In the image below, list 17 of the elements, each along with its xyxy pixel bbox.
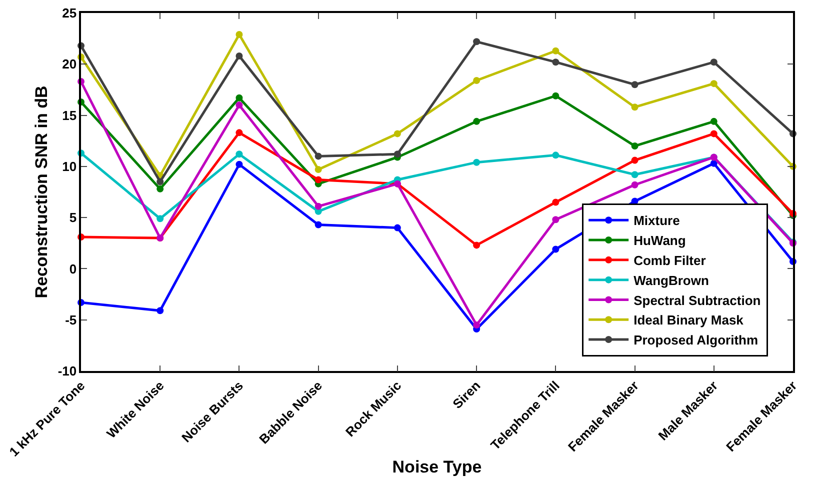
legend-label: Spectral Subtraction bbox=[634, 292, 761, 308]
x-axis-title: Noise Type bbox=[392, 457, 482, 476]
legend-label: HuWang bbox=[634, 233, 686, 248]
y-tick-label: 20 bbox=[62, 56, 77, 72]
y-tick-label: -5 bbox=[65, 312, 77, 328]
y-tick-label: 25 bbox=[62, 6, 77, 21]
y-tick-label: 10 bbox=[62, 158, 77, 174]
legend-label: Proposed Algorithm bbox=[634, 332, 758, 348]
y-axis-title: Reconstruction SNR in dB bbox=[32, 86, 51, 298]
y-tick-label: 15 bbox=[62, 108, 77, 123]
legend-label: WangBrown bbox=[634, 272, 709, 288]
y-tick-label: 5 bbox=[69, 210, 77, 226]
legend-label: Mixture bbox=[634, 213, 680, 228]
legend-label: Ideal Binary Mask bbox=[634, 312, 744, 328]
legend-label: Comb Filter bbox=[634, 253, 706, 268]
y-tick-label: 0 bbox=[69, 261, 77, 276]
y-tick-label: -10 bbox=[58, 364, 77, 379]
